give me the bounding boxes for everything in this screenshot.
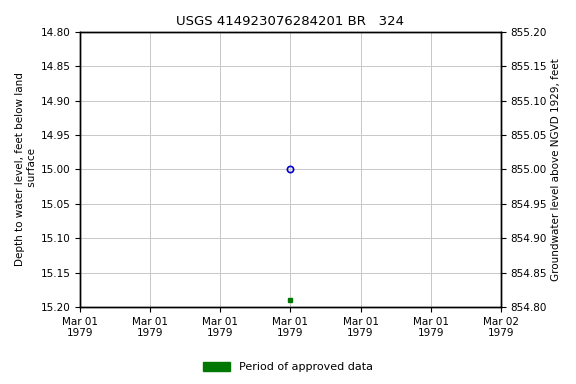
Title: USGS 414923076284201 BR   324: USGS 414923076284201 BR 324 xyxy=(176,15,404,28)
Y-axis label: Groundwater level above NGVD 1929, feet: Groundwater level above NGVD 1929, feet xyxy=(551,58,561,281)
Y-axis label: Depth to water level, feet below land
 surface: Depth to water level, feet below land su… xyxy=(15,73,37,266)
Legend: Period of approved data: Period of approved data xyxy=(198,357,378,377)
